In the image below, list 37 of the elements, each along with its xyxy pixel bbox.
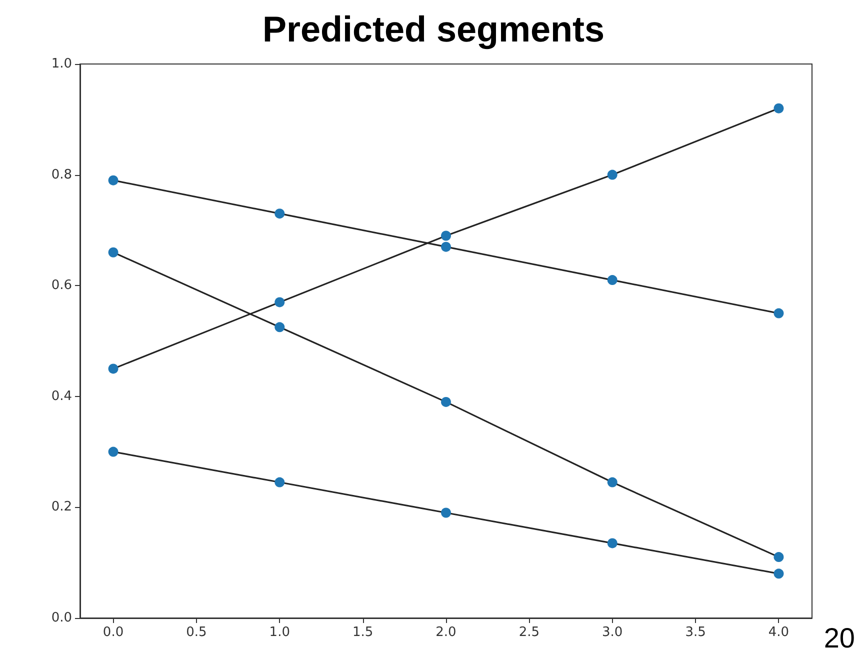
x-tick-label: 1.5 — [352, 625, 374, 640]
point — [108, 175, 118, 186]
x-tick-label: 2.0 — [436, 625, 456, 640]
x-tick-label: 0.5 — [186, 625, 207, 640]
x-tick-label: 3.5 — [685, 625, 706, 640]
point — [441, 508, 451, 518]
point — [607, 538, 618, 548]
y-tick-label: 0.8 — [51, 167, 72, 182]
point — [108, 364, 118, 374]
point — [441, 396, 451, 407]
point — [274, 322, 285, 332]
y-tick-label: 0.4 — [51, 388, 72, 404]
point — [441, 242, 451, 252]
point — [607, 477, 618, 488]
x-tick-label: 2.5 — [518, 625, 540, 640]
point — [607, 275, 618, 286]
point — [274, 297, 285, 308]
point — [774, 103, 784, 114]
text: 20 — [824, 622, 856, 654]
y-tick-label: 1.0 — [51, 56, 72, 72]
chart-title: Predicted segments — [262, 8, 605, 50]
y-tick-label: 0.0 — [51, 610, 72, 626]
x-tick-label: 3.0 — [602, 625, 623, 640]
point — [274, 208, 285, 219]
x-tick-label: 0.0 — [102, 625, 124, 640]
x-tick-label: 1.0 — [269, 625, 290, 640]
point — [607, 170, 618, 180]
point — [774, 308, 784, 318]
point — [274, 477, 285, 488]
point — [108, 446, 118, 457]
point — [774, 568, 784, 579]
y-tick-label: 0.2 — [51, 500, 72, 515]
point — [108, 247, 118, 258]
y-tick-label: 0.6 — [51, 278, 72, 294]
x-tick-label: 4.0 — [768, 625, 790, 640]
point — [774, 552, 784, 562]
point — [441, 230, 451, 241]
